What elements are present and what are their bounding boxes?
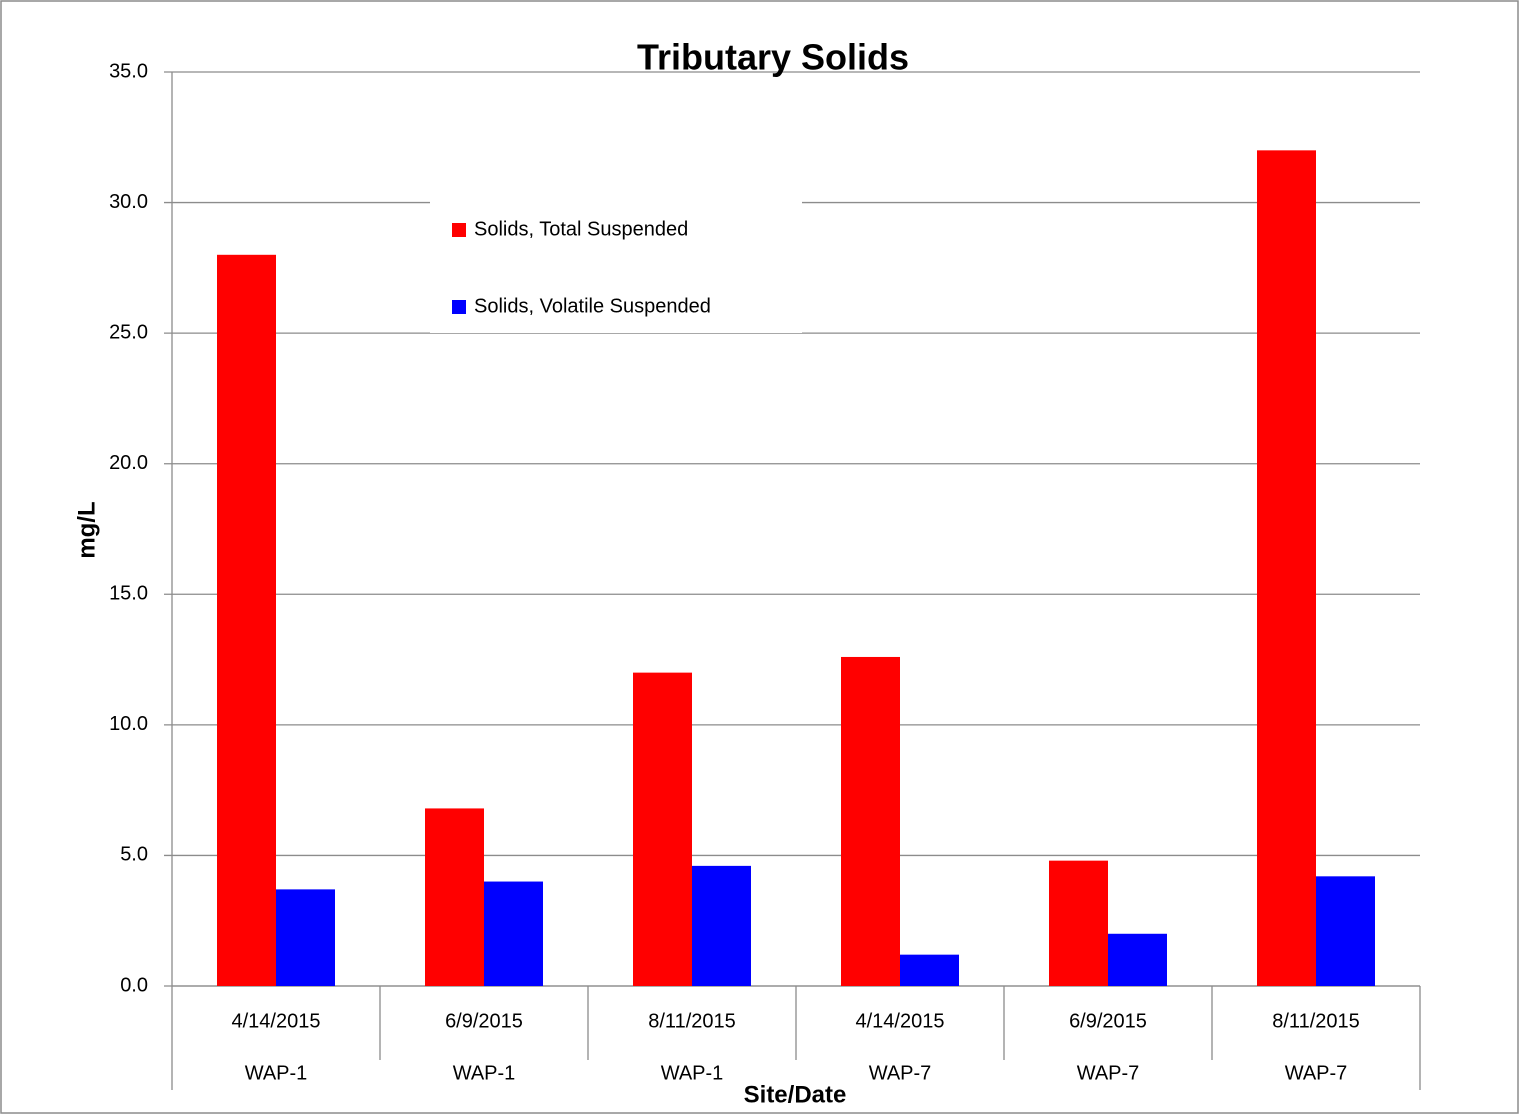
x-group-label: WAP-1 bbox=[245, 1062, 308, 1084]
x-group-label: WAP-7 bbox=[869, 1062, 932, 1084]
legend-swatch bbox=[452, 300, 466, 314]
x-group-label: WAP-7 bbox=[1285, 1062, 1348, 1084]
y-tick-label: 35.0 bbox=[109, 60, 148, 82]
x-group-label: WAP-1 bbox=[453, 1062, 516, 1084]
y-axis-title: mg/L bbox=[73, 501, 100, 558]
legend-box bbox=[430, 185, 802, 333]
grid-layer: 0.0 5.0 10.0 15.0 20.0 25.0 30.0 35.0 4/14/2015 W… bbox=[109, 60, 1421, 1090]
bar bbox=[1108, 933, 1167, 986]
x-tick-label: 4/14/2015 bbox=[232, 1010, 321, 1032]
legend: Solids, Total Suspended Solids, Volatile … bbox=[430, 185, 802, 333]
x-tick-label: 8/11/2015 bbox=[648, 1010, 736, 1032]
bar bbox=[841, 656, 900, 986]
bar bbox=[692, 865, 751, 986]
legend-label: Solids, Volatile Suspended bbox=[474, 295, 711, 317]
y-tick-label: 15.0 bbox=[109, 583, 148, 605]
x-group-label: WAP-7 bbox=[1077, 1062, 1140, 1084]
legend-label: Solids, Total Suspended bbox=[474, 218, 688, 240]
bar bbox=[900, 954, 959, 986]
bar bbox=[633, 672, 692, 986]
y-tick-label: 10.0 bbox=[109, 713, 148, 735]
bar bbox=[217, 254, 276, 987]
y-tick-label: 20.0 bbox=[109, 452, 148, 474]
legend-swatch bbox=[452, 223, 466, 237]
x-group-label: WAP-1 bbox=[661, 1062, 724, 1084]
x-tick-label: 6/9/2015 bbox=[1069, 1010, 1147, 1032]
y-tick-label: 30.0 bbox=[109, 191, 148, 213]
y-tick-label: 25.0 bbox=[109, 321, 148, 343]
y-tick-label: 5.0 bbox=[120, 844, 148, 866]
bar bbox=[1049, 860, 1108, 986]
bar bbox=[484, 881, 543, 986]
chart-title: Tributary Solids bbox=[637, 37, 909, 78]
bar bbox=[1257, 150, 1316, 987]
bar-layer bbox=[217, 150, 1375, 987]
x-axis-title: Site/Date bbox=[744, 1081, 847, 1108]
x-tick-label: 4/14/2015 bbox=[856, 1010, 945, 1032]
x-tick-label: 6/9/2015 bbox=[445, 1010, 523, 1032]
bar bbox=[1316, 876, 1375, 986]
bar bbox=[276, 889, 335, 986]
x-tick-label: 8/11/2015 bbox=[1272, 1010, 1360, 1032]
bar bbox=[425, 808, 484, 986]
y-tick-label: 0.0 bbox=[120, 974, 148, 996]
